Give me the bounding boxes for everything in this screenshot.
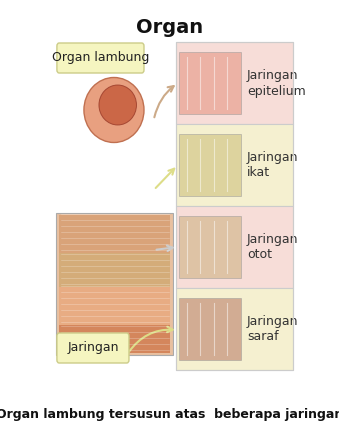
FancyBboxPatch shape <box>59 253 170 287</box>
FancyBboxPatch shape <box>176 42 293 124</box>
Text: Jaringan
epitelium: Jaringan epitelium <box>247 68 305 97</box>
Text: Organ: Organ <box>136 18 203 37</box>
Text: Jaringan
saraf: Jaringan saraf <box>247 314 298 343</box>
FancyBboxPatch shape <box>176 124 293 206</box>
FancyBboxPatch shape <box>179 216 241 278</box>
Text: Organ lambung: Organ lambung <box>52 52 149 65</box>
FancyBboxPatch shape <box>59 287 170 325</box>
FancyBboxPatch shape <box>179 134 241 196</box>
Text: Jaringan
ikat: Jaringan ikat <box>247 151 298 180</box>
FancyBboxPatch shape <box>176 288 293 370</box>
Text: Organ lambung tersusun atas  beberapa jaringan: Organ lambung tersusun atas beberapa jar… <box>0 408 339 421</box>
FancyBboxPatch shape <box>59 325 170 353</box>
FancyBboxPatch shape <box>179 298 241 360</box>
FancyBboxPatch shape <box>176 206 293 288</box>
FancyBboxPatch shape <box>56 213 173 355</box>
Ellipse shape <box>99 85 137 125</box>
Ellipse shape <box>84 78 144 142</box>
FancyBboxPatch shape <box>57 333 129 363</box>
Text: Jaringan: Jaringan <box>67 342 119 355</box>
Text: Jaringan
otot: Jaringan otot <box>247 233 298 262</box>
FancyBboxPatch shape <box>59 215 170 253</box>
FancyBboxPatch shape <box>179 52 241 114</box>
FancyBboxPatch shape <box>57 43 144 73</box>
